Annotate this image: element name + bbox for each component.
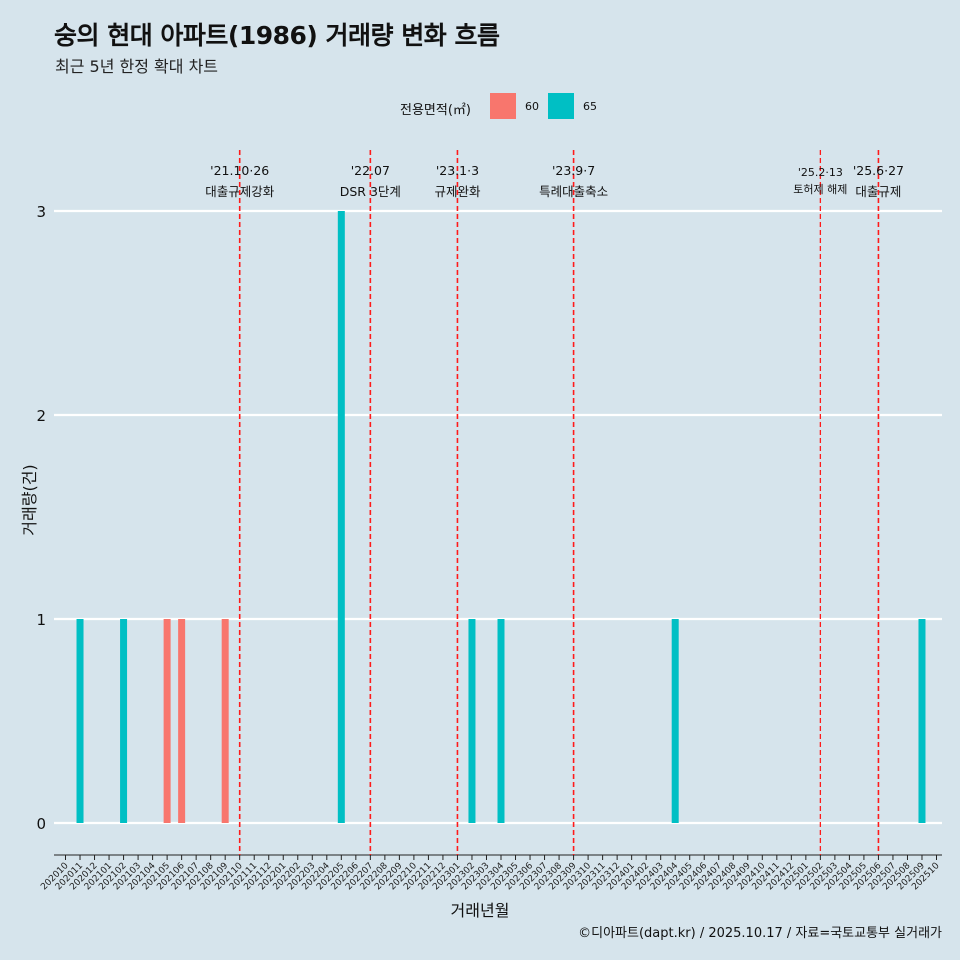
bar-202102-65 — [120, 619, 128, 823]
legend-label-60: 60 — [525, 100, 539, 113]
source-caption: ©디아파트(dapt.kr) / 2025.10.17 / 자료=국토교통부 실… — [578, 926, 942, 941]
bar-202105-60 — [163, 619, 171, 823]
event-date: '25.6·27 — [853, 163, 904, 178]
event-date: '21.10·26 — [210, 163, 269, 178]
event-label: 대출규제강화 — [205, 184, 275, 199]
event-label: 토허제 해제 — [793, 182, 847, 196]
event-label: 특례대출축소 — [539, 184, 608, 199]
bar-202011-65 — [76, 619, 84, 823]
legend: 전용면적(㎡) 60 65 — [0, 93, 960, 121]
bar-202302-65 — [468, 619, 476, 823]
legend-title: 전용면적(㎡) — [400, 103, 471, 118]
event-date: '25.2·13 — [798, 166, 843, 179]
event-date: '22.07 — [351, 163, 390, 178]
chart-subtitle: 최근 5년 한정 확대 차트 — [55, 57, 219, 76]
event-date: '23.1·3 — [436, 163, 479, 178]
bar-202109-60 — [221, 619, 229, 823]
bar-202404-65 — [671, 619, 679, 823]
bar-202304-65 — [497, 619, 505, 823]
legend-swatch-60 — [490, 93, 516, 119]
y-tick-label: 0 — [36, 815, 46, 833]
bar-202205-65 — [337, 211, 345, 823]
event-label: DSR 3단계 — [340, 184, 401, 199]
y-tick-label: 2 — [36, 407, 46, 425]
chart-title: 숭의 현대 아파트(1986) 거래량 변화 흐름 — [54, 21, 500, 50]
event-label: 규제완화 — [434, 184, 481, 199]
legend-swatch-65 — [548, 93, 574, 119]
y-axis-title: 거래량(건) — [20, 464, 39, 536]
legend-label-65: 65 — [583, 100, 597, 113]
x-axis-title: 거래년월 — [450, 901, 510, 920]
y-tick-label: 1 — [36, 611, 46, 629]
bar-202509-65 — [918, 619, 926, 823]
event-date: '23.9·7 — [552, 163, 595, 178]
bar-202106-60 — [178, 619, 186, 823]
event-label: 대출규제 — [855, 184, 901, 199]
y-tick-label: 3 — [36, 203, 46, 221]
